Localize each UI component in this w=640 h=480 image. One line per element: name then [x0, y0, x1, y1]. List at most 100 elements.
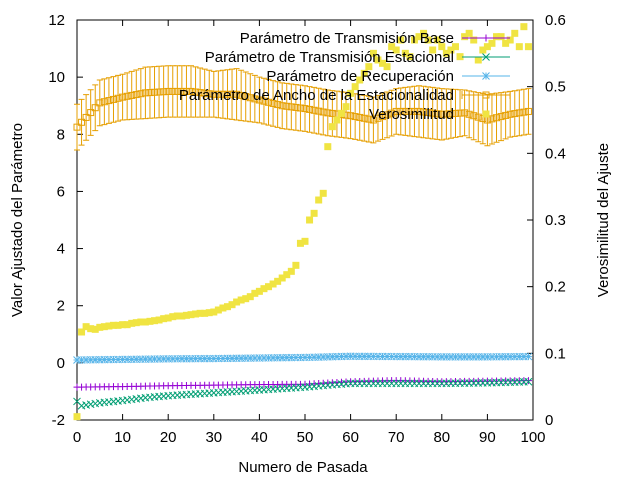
error-bar	[475, 92, 482, 143]
data-point	[255, 96, 263, 104]
data-point	[296, 104, 304, 112]
error-bar	[242, 71, 249, 122]
data-point	[155, 316, 163, 324]
data-point	[132, 319, 140, 327]
error-bar	[493, 92, 500, 143]
series-5	[73, 23, 532, 421]
data-point	[205, 309, 213, 317]
data-point	[95, 355, 104, 364]
legend-marker	[482, 91, 490, 99]
error-bar	[488, 93, 495, 145]
data-point	[274, 277, 282, 285]
data-point	[429, 109, 437, 117]
data-point	[337, 352, 346, 361]
error-bar	[165, 65, 172, 118]
data-point	[127, 355, 136, 364]
data-point	[333, 352, 341, 361]
y2-tick-label: 0.1	[545, 345, 566, 362]
data-point	[488, 39, 496, 47]
error-bar	[484, 93, 491, 147]
data-point	[265, 98, 273, 106]
error-bar	[87, 89, 94, 136]
data-point	[296, 239, 304, 247]
data-point	[447, 110, 455, 118]
error-bar	[219, 69, 226, 119]
error-bar	[416, 85, 422, 138]
error-bar	[105, 77, 112, 124]
data-point	[301, 105, 309, 113]
error-bar	[374, 94, 381, 142]
data-point	[196, 354, 204, 363]
data-point	[511, 29, 519, 37]
data-point	[442, 110, 450, 118]
data-point	[337, 109, 345, 117]
data-point	[306, 216, 314, 224]
data-point	[524, 377, 532, 385]
data-point	[160, 88, 168, 96]
data-point	[96, 323, 104, 331]
error-bar	[470, 91, 477, 141]
data-point	[502, 111, 510, 119]
data-point	[424, 36, 432, 44]
data-point	[333, 116, 341, 124]
data-point	[164, 314, 172, 322]
error-bar	[137, 68, 144, 120]
y2-tick-label: 0.2	[545, 279, 566, 296]
data-point	[360, 69, 368, 77]
data-point	[506, 36, 514, 44]
data-point	[260, 354, 268, 362]
data-point	[182, 311, 190, 319]
error-bar	[215, 70, 222, 119]
data-point	[292, 103, 300, 111]
data-point	[451, 43, 459, 51]
data-point	[73, 123, 81, 131]
data-point	[465, 29, 473, 37]
data-point	[424, 109, 432, 117]
data-point	[82, 323, 90, 331]
data-point	[461, 33, 469, 41]
data-point	[223, 303, 231, 311]
data-point	[374, 114, 382, 122]
data-point	[241, 354, 250, 363]
data-point	[406, 352, 414, 361]
data-point	[105, 355, 113, 364]
data-point	[474, 113, 482, 121]
error-bar	[511, 90, 518, 137]
data-point	[506, 110, 514, 118]
data-point	[219, 304, 227, 312]
data-point	[278, 274, 286, 282]
data-point	[292, 353, 300, 362]
data-point	[328, 109, 336, 117]
axes-layer: 0 10 20 30 40 50 60 70 80 90 100 -2 0 2 4 6 8 10 12 0 0.1 0.2…	[48, 12, 566, 446]
data-point	[246, 354, 255, 362]
data-point	[214, 354, 223, 363]
data-point	[86, 355, 95, 364]
data-point	[205, 354, 214, 363]
data-point	[369, 352, 378, 361]
y-tick-label: 4	[57, 241, 65, 258]
data-point	[191, 354, 200, 363]
data-point	[410, 352, 419, 361]
data-point	[433, 352, 442, 361]
data-point	[233, 90, 241, 98]
data-point	[164, 355, 173, 363]
data-point	[315, 107, 323, 115]
series-3	[73, 352, 533, 364]
legend-label: Parámetro de Transmisión Base	[240, 30, 454, 47]
data-point	[460, 353, 469, 361]
data-point	[173, 312, 181, 320]
data-point	[151, 317, 159, 325]
error-bar	[306, 86, 313, 133]
data-point	[232, 354, 241, 363]
error-bar	[233, 68, 240, 121]
error-bar	[83, 94, 90, 141]
y-tick-label: 8	[57, 126, 65, 143]
data-point	[493, 114, 501, 122]
data-point	[420, 108, 428, 116]
data-point	[192, 310, 200, 318]
data-point	[114, 321, 122, 329]
error-bar	[78, 98, 85, 146]
data-point	[82, 356, 90, 364]
error-bar	[333, 90, 340, 138]
x-tick-label: 70	[388, 429, 405, 446]
